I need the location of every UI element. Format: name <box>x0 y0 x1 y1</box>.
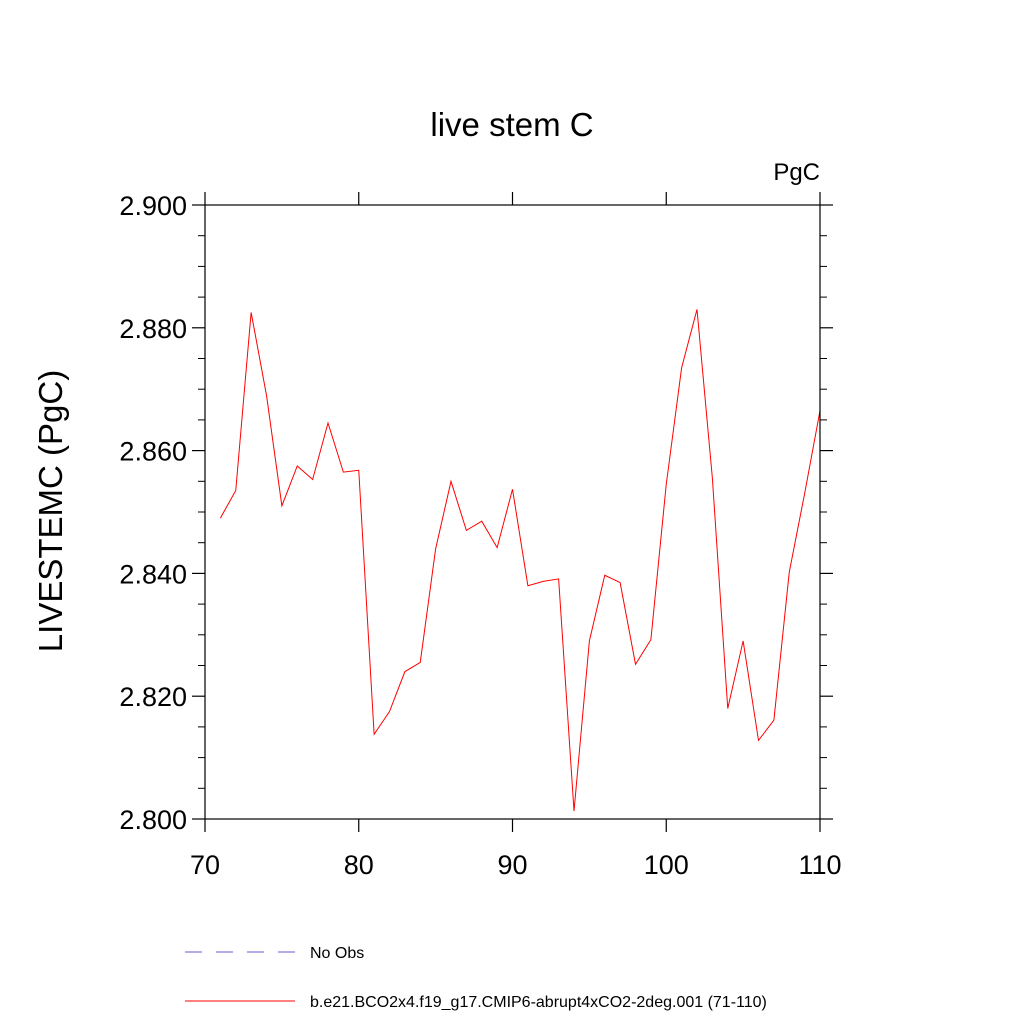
series-layer <box>219 309 821 812</box>
x-tick-label: 110 <box>798 850 841 880</box>
x-tick-label: 80 <box>344 850 374 880</box>
plot-frame <box>204 204 821 820</box>
x-axis-tick-labels: 70 80 90 100 110 <box>190 850 842 880</box>
x-tick-label: 100 <box>644 850 689 880</box>
legend-label-no-obs: No Obs <box>310 945 364 962</box>
units-label: PgC <box>773 159 820 186</box>
axis-ticks <box>192 192 833 832</box>
y-tick-label: 2.880 <box>119 314 187 344</box>
x-tick-label: 90 <box>497 850 527 880</box>
legend: No Obs b.e21.BCO2x4.f19_g17.CMIP6-abrupt… <box>185 945 767 1011</box>
chart-title: live stem C <box>430 106 593 143</box>
y-tick-label: 2.800 <box>119 805 187 835</box>
x-tick-label: 70 <box>190 850 220 880</box>
y-tick-label: 2.860 <box>119 437 187 467</box>
series-line <box>219 309 821 812</box>
y-tick-label: 2.840 <box>119 559 187 589</box>
legend-label-model-run: b.e21.BCO2x4.f19_g17.CMIP6-abrupt4xCO2-2… <box>310 994 767 1011</box>
y-axis-tick-labels: 2.800 2.820 2.840 2.860 2.880 2.900 <box>119 191 187 835</box>
y-tick-label: 2.900 <box>119 191 187 221</box>
y-axis-label: LIVESTEMC (PgC) <box>32 370 69 652</box>
y-tick-label: 2.820 <box>119 682 187 712</box>
